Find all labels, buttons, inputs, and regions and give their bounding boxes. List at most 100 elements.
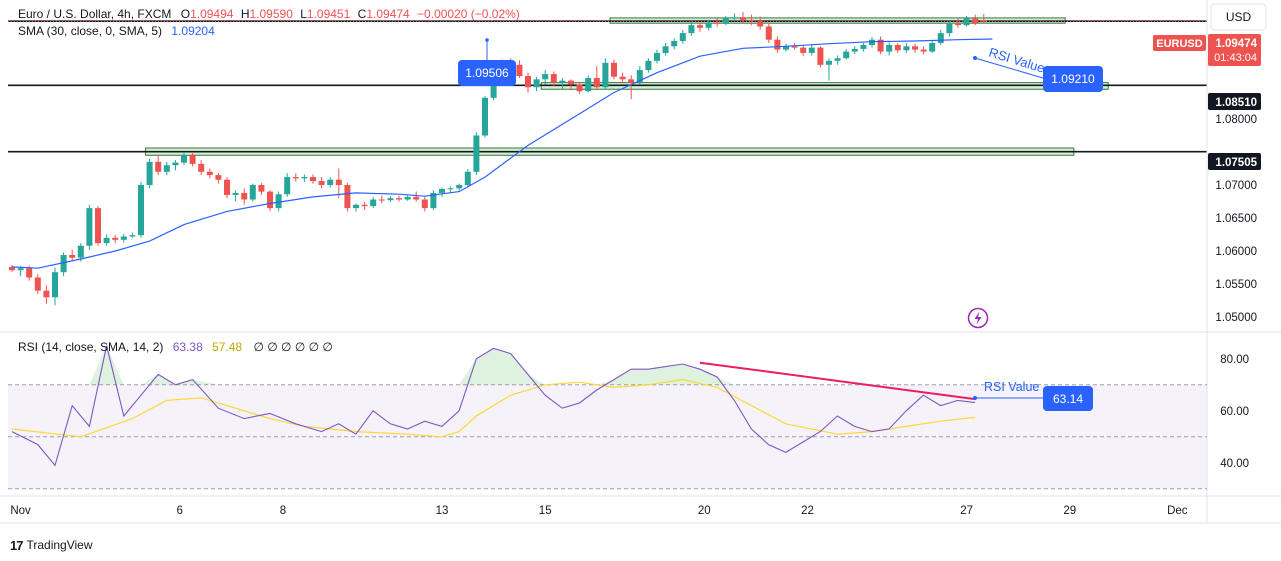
sma-callout[interactable]: 1.09210	[1043, 66, 1103, 92]
lightning-icon[interactable]	[967, 307, 989, 329]
tradingview-footer[interactable]: 17 TradingView	[10, 536, 93, 554]
rsi-callout-text: 63.14	[1053, 392, 1083, 406]
candle-body	[52, 272, 58, 298]
candle-body	[791, 46, 798, 48]
candle-body	[980, 20, 987, 22]
currency-button-label: USD	[1226, 10, 1252, 24]
candle-body	[619, 76, 626, 80]
rsi-band-lines	[8, 384, 1207, 490]
candle-body	[318, 181, 325, 186]
rsi-legend[interactable]: RSI (14, close, SMA, 14, 2) 63.38 57.48 …	[18, 340, 333, 354]
rsi-axis-labels[interactable]: 80.00 60.00 40.00	[1220, 354, 1249, 470]
candle-body	[353, 204, 359, 209]
candle-body	[714, 22, 721, 24]
candle-body	[26, 268, 33, 278]
candle-body	[198, 163, 205, 172]
tradingview-logo-icon: 17	[10, 537, 24, 553]
candle-body	[946, 23, 953, 34]
candle-body	[912, 46, 918, 50]
candle-body	[559, 80, 566, 83]
candle-body	[34, 277, 41, 291]
rsi-callout[interactable]: 63.14	[1043, 386, 1093, 411]
candle-body	[731, 17, 738, 19]
rsi-line	[11, 345, 976, 467]
candle-body	[69, 255, 76, 258]
rsi-divergence-trendline[interactable]	[699, 361, 976, 401]
candle-body	[456, 185, 463, 189]
candle-body	[77, 245, 84, 258]
candle-body	[636, 70, 643, 83]
candle-body	[826, 60, 832, 65]
candle-body	[972, 18, 979, 24]
candle-body	[430, 192, 437, 209]
close-label: C	[358, 7, 367, 21]
candle-body	[611, 62, 617, 77]
time-axis-labels[interactable]: Nov 6 8 13 15 20 22 27 29 Dec	[10, 505, 1187, 517]
candle-body	[146, 161, 153, 186]
sma-line	[11, 38, 993, 269]
candle-body	[774, 39, 781, 50]
candle-body	[310, 177, 316, 182]
candle-body	[525, 76, 531, 88]
sma-legend-value: 1.09204	[171, 24, 215, 38]
candle-body	[344, 185, 351, 209]
symbol-tag-text: EURUSD	[1156, 38, 1203, 50]
tradingview-brand: TradingView	[26, 538, 93, 552]
candle-body	[163, 165, 170, 172]
candle-body	[292, 177, 299, 179]
currency-button[interactable]: USD	[1210, 3, 1267, 31]
candle-body	[206, 171, 213, 176]
candle-body	[697, 25, 703, 28]
candle-body	[155, 161, 162, 172]
candle-body	[9, 266, 15, 271]
candle-body	[550, 74, 557, 83]
level-tag-1: 1.08510	[1208, 93, 1261, 110]
symbol-description: Euro / U.S. Dollar, 4h, FXCM	[18, 7, 171, 21]
candle-body	[817, 47, 824, 65]
close-value: 1.09474	[366, 7, 410, 21]
time-tick-label: 29	[1063, 505, 1076, 517]
low-value: 1.09451	[307, 7, 351, 21]
candle-body	[722, 18, 729, 24]
time-tick-label: 27	[960, 505, 973, 517]
candle-body	[654, 52, 660, 61]
main-legend[interactable]: Euro / U.S. Dollar, 4h, FXCM O1.09494 H1…	[18, 7, 520, 21]
price-tick-label: 1.06000	[1215, 246, 1257, 258]
rsi-band	[8, 384, 1207, 489]
candle-body	[843, 51, 850, 59]
candle-body	[748, 19, 755, 22]
price-tick-label: 1.08000	[1215, 114, 1257, 126]
candle-body	[95, 208, 101, 244]
candle-body	[378, 199, 385, 201]
peak-callout[interactable]: 1.09506	[458, 60, 516, 86]
candle-body	[447, 188, 454, 190]
candle-body	[232, 192, 239, 195]
high-label: H	[241, 7, 250, 21]
candle-body	[628, 79, 635, 83]
level-tag-2: 1.07505	[1208, 153, 1261, 170]
candle-body	[937, 33, 944, 44]
low-label: L	[300, 7, 307, 21]
candle-body	[800, 47, 807, 53]
current-price-value: 1.09474	[1215, 38, 1257, 50]
sma-legend[interactable]: SMA (30, close, 0, SMA, 5) 1.09204	[18, 24, 215, 38]
sma-legend-label: SMA (30, close, 0, SMA, 5)	[18, 24, 162, 38]
rsi-ma-legend-value: 57.48	[212, 340, 242, 354]
candle-body	[929, 43, 936, 52]
time-tick-label: Nov	[10, 505, 31, 517]
rsi-value-note-pane[interactable]: RSI Value	[984, 380, 1039, 394]
candle-body	[138, 185, 144, 236]
candle-body	[808, 47, 815, 53]
candle-body	[516, 64, 523, 77]
candle-body	[413, 196, 420, 200]
candle-body	[482, 97, 488, 136]
candle-body	[705, 22, 712, 28]
rsi-tick-label: 40.00	[1220, 458, 1249, 470]
symbol-tag: EURUSD	[1153, 35, 1206, 51]
change-value: −0.00020 (−0.02%)	[417, 7, 520, 21]
candle-body	[275, 194, 282, 209]
candle-body	[963, 18, 970, 26]
candle-body	[765, 26, 772, 40]
candle-body	[533, 79, 540, 88]
